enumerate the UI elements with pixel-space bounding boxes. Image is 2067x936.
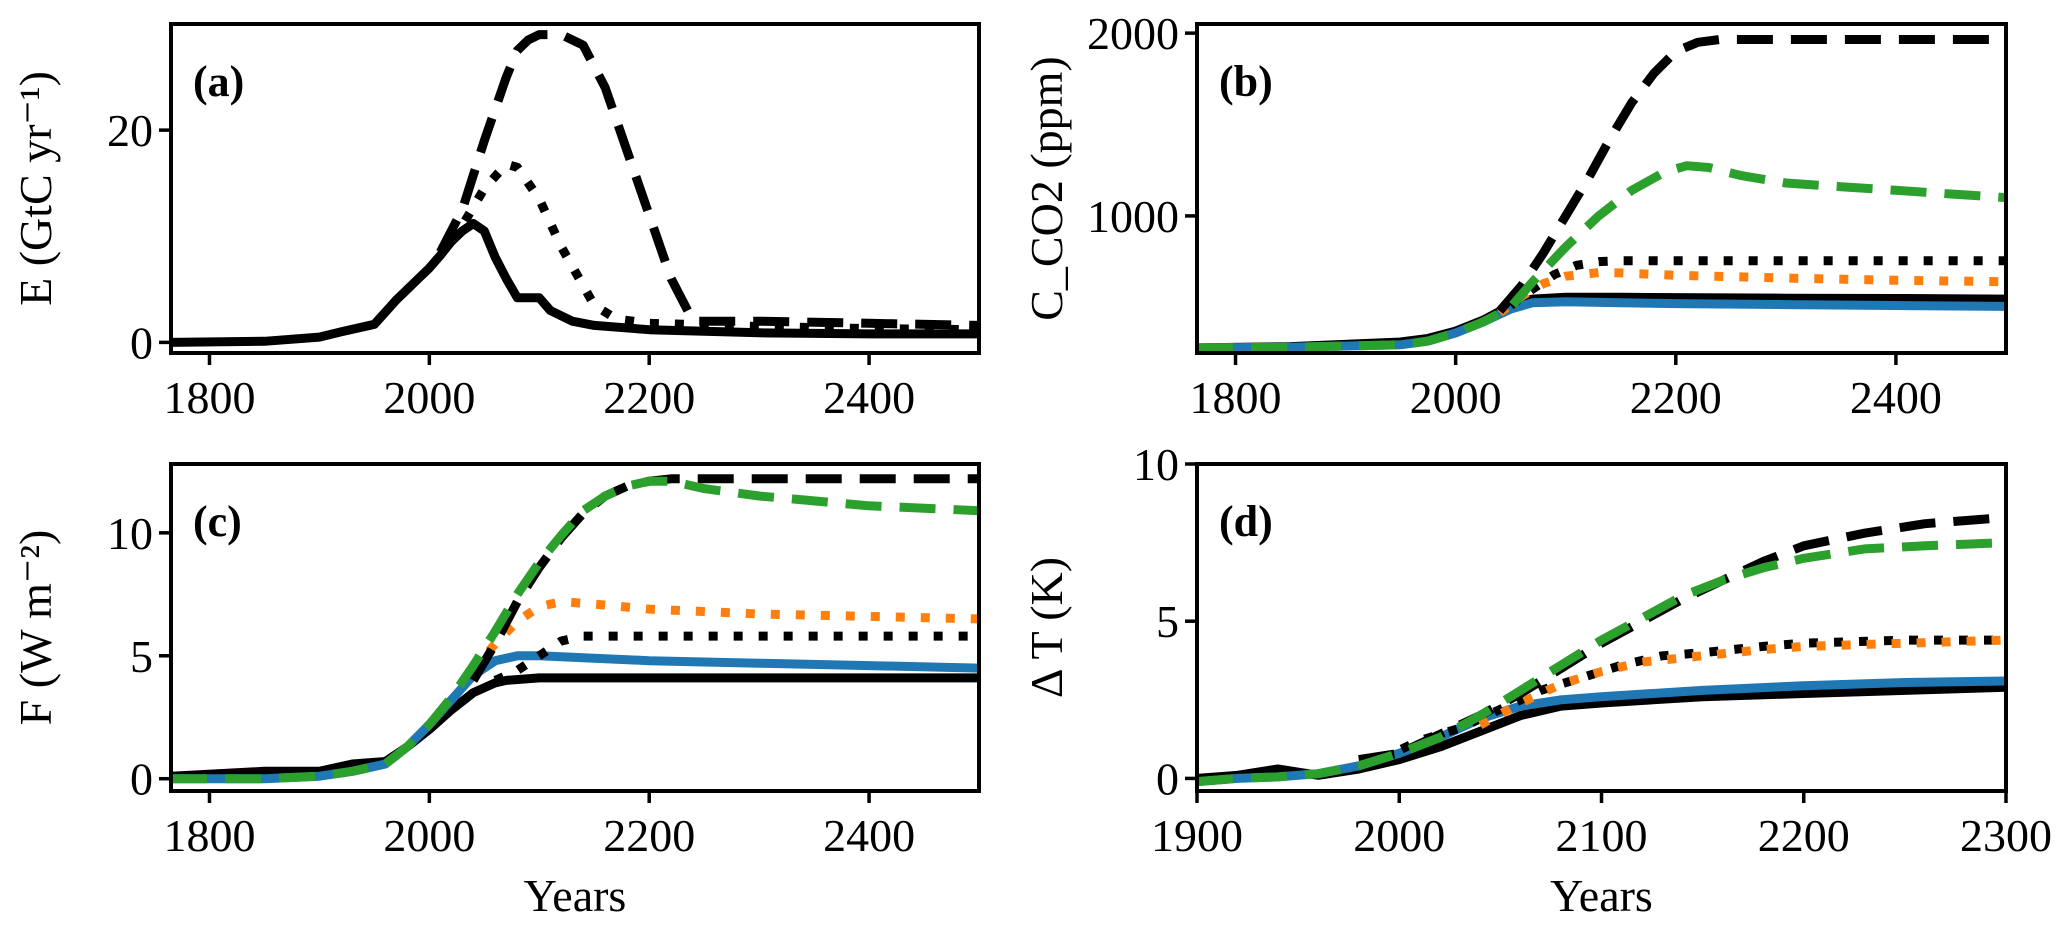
- y-tick-label: 1000: [1087, 191, 1179, 242]
- x-tick-label: 1800: [163, 810, 255, 861]
- x-tick-label: 2400: [823, 810, 915, 861]
- series-forcing-green-dashed: [171, 476, 979, 784]
- series-temp-green-dashed: [1197, 538, 2006, 787]
- y-axis-label: F (W m⁻²): [10, 530, 61, 726]
- x-axis-label: Years: [1550, 870, 1653, 921]
- series-temp-orange-dotted: [1478, 635, 2006, 729]
- y-tick-label: 5: [1156, 596, 1179, 647]
- x-tick-label: 2000: [383, 810, 475, 861]
- series-co2-orange-dotted: [1497, 268, 2006, 317]
- series-emissions-dashed: [436, 30, 979, 330]
- panel-label: (b): [1219, 57, 1273, 106]
- x-tick-label: 2200: [603, 810, 695, 861]
- axes-frame: [1195, 22, 2008, 355]
- x-tick-label: 1800: [163, 372, 255, 423]
- x-tick-label: 2000: [1353, 810, 1445, 861]
- series-forcing-orange-dotted: [469, 597, 979, 674]
- series-co2-black-dashed: [1496, 35, 2006, 314]
- series-co2-green-dashed: [1197, 161, 2006, 353]
- series-temp-black-dashed: [1358, 513, 2006, 765]
- x-tick-label: 2200: [1630, 372, 1722, 423]
- x-tick-label: 2000: [383, 372, 475, 423]
- y-tick-label: 10: [107, 508, 153, 559]
- series-emissions-dotted: [447, 159, 979, 335]
- y-tick-label: 10: [1133, 439, 1179, 490]
- y-tick-label: 0: [130, 754, 153, 805]
- y-axis-label: C_CO2 (ppm): [1021, 56, 1072, 321]
- x-tick-label: 2300: [1960, 810, 2052, 861]
- series-temp-black-solid: [1197, 682, 2006, 783]
- x-tick-label: 2000: [1410, 372, 1502, 423]
- panel-a: 1800 2000 2200 2400 0 20 (a) E (GtC yr⁻¹): [10, 22, 981, 423]
- axes-frame: [169, 462, 981, 793]
- series-forcing-black-solid: [171, 673, 979, 781]
- y-tick-label: 20: [107, 105, 153, 156]
- series-co2-blue-solid: [1197, 297, 2006, 353]
- y-tick-label: 0: [130, 317, 153, 368]
- panel-label: (a): [193, 57, 244, 106]
- x-tick-label: 2200: [603, 372, 695, 423]
- y-tick-label: 5: [130, 631, 153, 682]
- axes-frame: [169, 22, 981, 355]
- series-emissions-solid: [171, 219, 979, 347]
- series-temp-blue-solid: [1197, 676, 2006, 787]
- y-tick-label: 0: [1156, 753, 1179, 804]
- x-tick-label: 1900: [1151, 810, 1243, 861]
- panel-b: 1800 2000 2200 2400 1000 2000 (b) C_CO2 (ppm): [1021, 8, 2008, 423]
- panel-label: (c): [193, 497, 242, 546]
- x-tick-label: 2400: [823, 372, 915, 423]
- x-tick-label: 2100: [1556, 810, 1648, 861]
- x-axis-label: Years: [524, 870, 627, 921]
- y-axis-label: Δ T (K): [1021, 557, 1072, 698]
- x-tick-label: 1800: [1190, 372, 1282, 423]
- panel-d: 1900 2000 2100 2200 2300 0 5 10 (d) Δ T (K) Years: [1021, 439, 2052, 921]
- series-forcing-black-dotted: [493, 631, 979, 685]
- y-axis-label: E (GtC yr⁻¹): [10, 71, 61, 306]
- axes-frame: [1195, 462, 2008, 793]
- y-tick-label: 2000: [1087, 8, 1179, 59]
- x-tick-label: 2400: [1850, 372, 1942, 423]
- series-forcing-black-dashed: [469, 474, 979, 683]
- x-tick-label: 2200: [1758, 810, 1850, 861]
- panel-c: 1800 2000 2200 2400 0 5 10 (c) F (W m⁻²) Years: [10, 462, 981, 921]
- panel-label: (d): [1219, 497, 1273, 546]
